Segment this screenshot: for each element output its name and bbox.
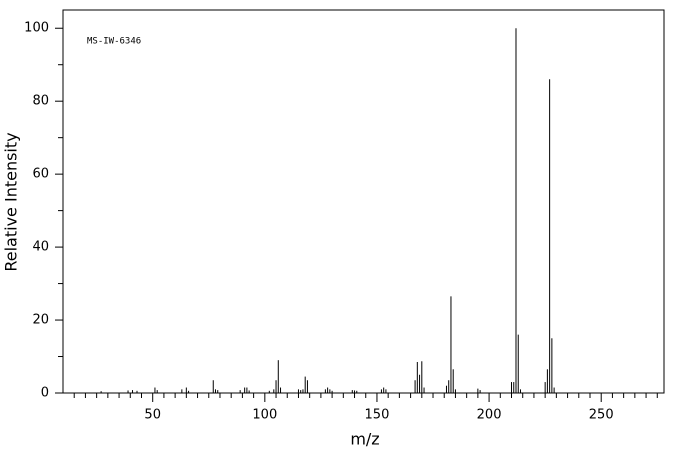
- x-tick-label: 100: [252, 408, 277, 423]
- y-tick-label: 20: [32, 313, 49, 328]
- y-tick-label: 100: [24, 21, 49, 36]
- annotation: MS-IW-6346: [87, 37, 141, 47]
- x-tick-label: 250: [589, 408, 614, 423]
- x-axis-label: m/z: [350, 430, 379, 449]
- x-tick-label: 200: [477, 408, 502, 423]
- x-tick-label: 150: [365, 408, 390, 423]
- x-tick-label: 50: [144, 408, 161, 423]
- y-axis-label: Relative Intensity: [2, 132, 21, 271]
- y-tick-label: 80: [32, 94, 49, 109]
- y-tick-label: 40: [32, 240, 49, 255]
- y-tick-label: 60: [32, 167, 49, 182]
- plot-frame: [62, 9, 665, 394]
- y-tick-label: 0: [41, 386, 49, 401]
